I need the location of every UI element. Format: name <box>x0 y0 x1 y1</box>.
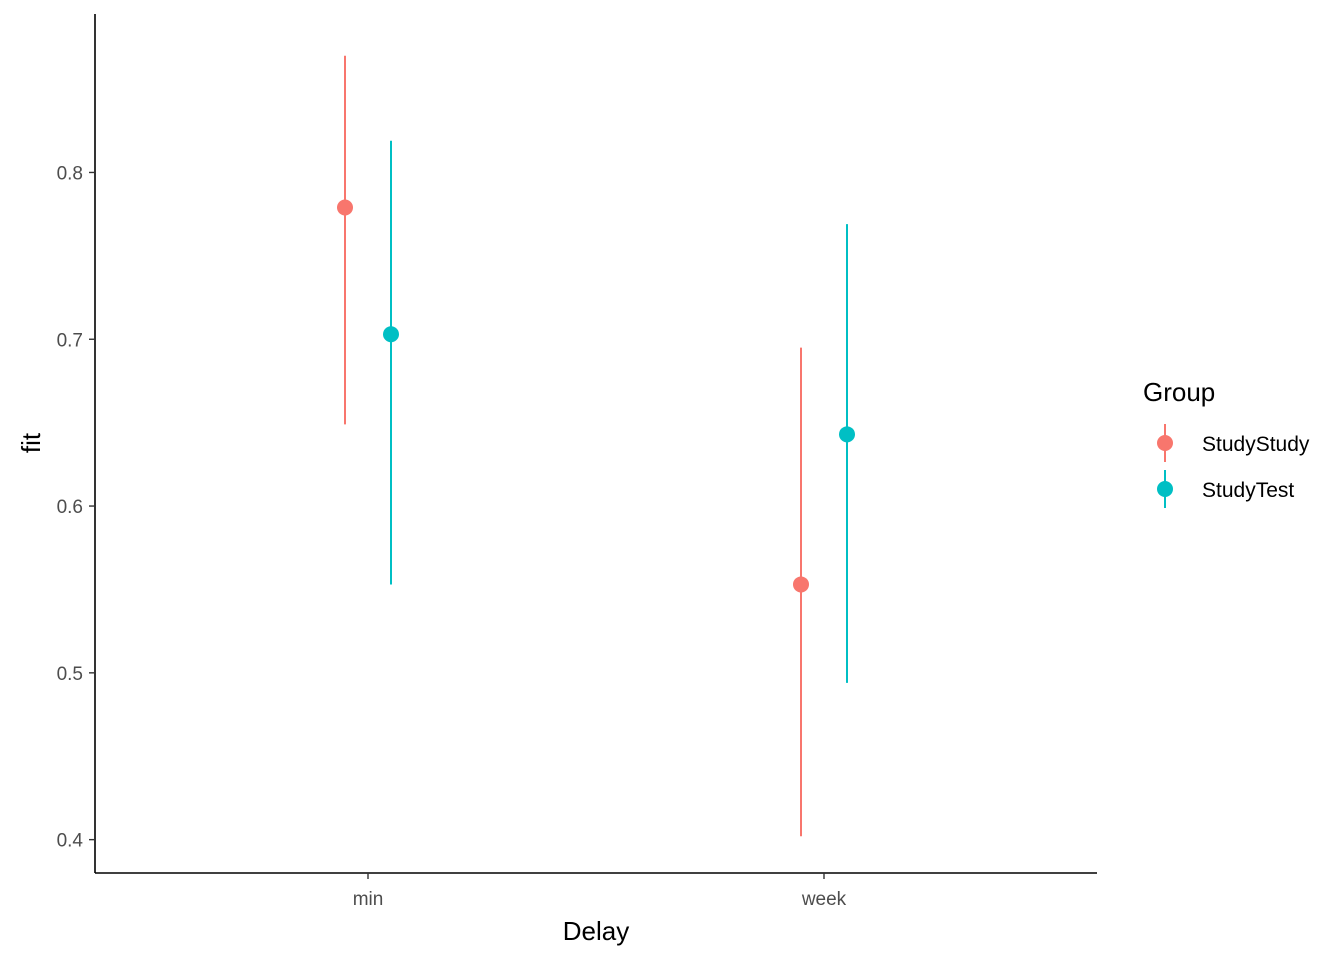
legend-key-point <box>1157 481 1173 497</box>
legend-label: StudyStudy <box>1202 433 1310 456</box>
point-studytest-min <box>383 326 399 343</box>
x-axis-title: Delay <box>563 916 629 946</box>
data-marks <box>337 55 855 837</box>
x-tick-label: min <box>353 889 384 910</box>
x-tick-label: week <box>801 889 847 910</box>
legend-key-point <box>1157 435 1173 451</box>
plot-area: 0.4 0.5 0.6 0.7 0.8 min week <box>57 14 1097 910</box>
y-tick-label: 0.5 <box>57 664 83 685</box>
point-studytest-week <box>839 426 855 443</box>
y-tick-label: 0.4 <box>57 831 84 852</box>
point-studystudy-week <box>793 576 809 593</box>
y-ticks: 0.4 0.5 0.6 0.7 0.8 <box>57 163 95 852</box>
point-studystudy-min <box>337 199 353 216</box>
y-axis-title: fit <box>16 432 46 453</box>
legend-label: StudyTest <box>1202 479 1294 502</box>
y-tick-label: 0.8 <box>57 163 83 184</box>
legend-items: StudyStudy StudyTest <box>1157 424 1310 508</box>
y-tick-label: 0.6 <box>57 497 83 518</box>
x-ticks: min week <box>353 873 847 910</box>
y-tick-label: 0.7 <box>57 330 83 351</box>
legend: Group StudyStudy StudyTest <box>1143 377 1310 508</box>
legend-title: Group <box>1143 377 1215 407</box>
